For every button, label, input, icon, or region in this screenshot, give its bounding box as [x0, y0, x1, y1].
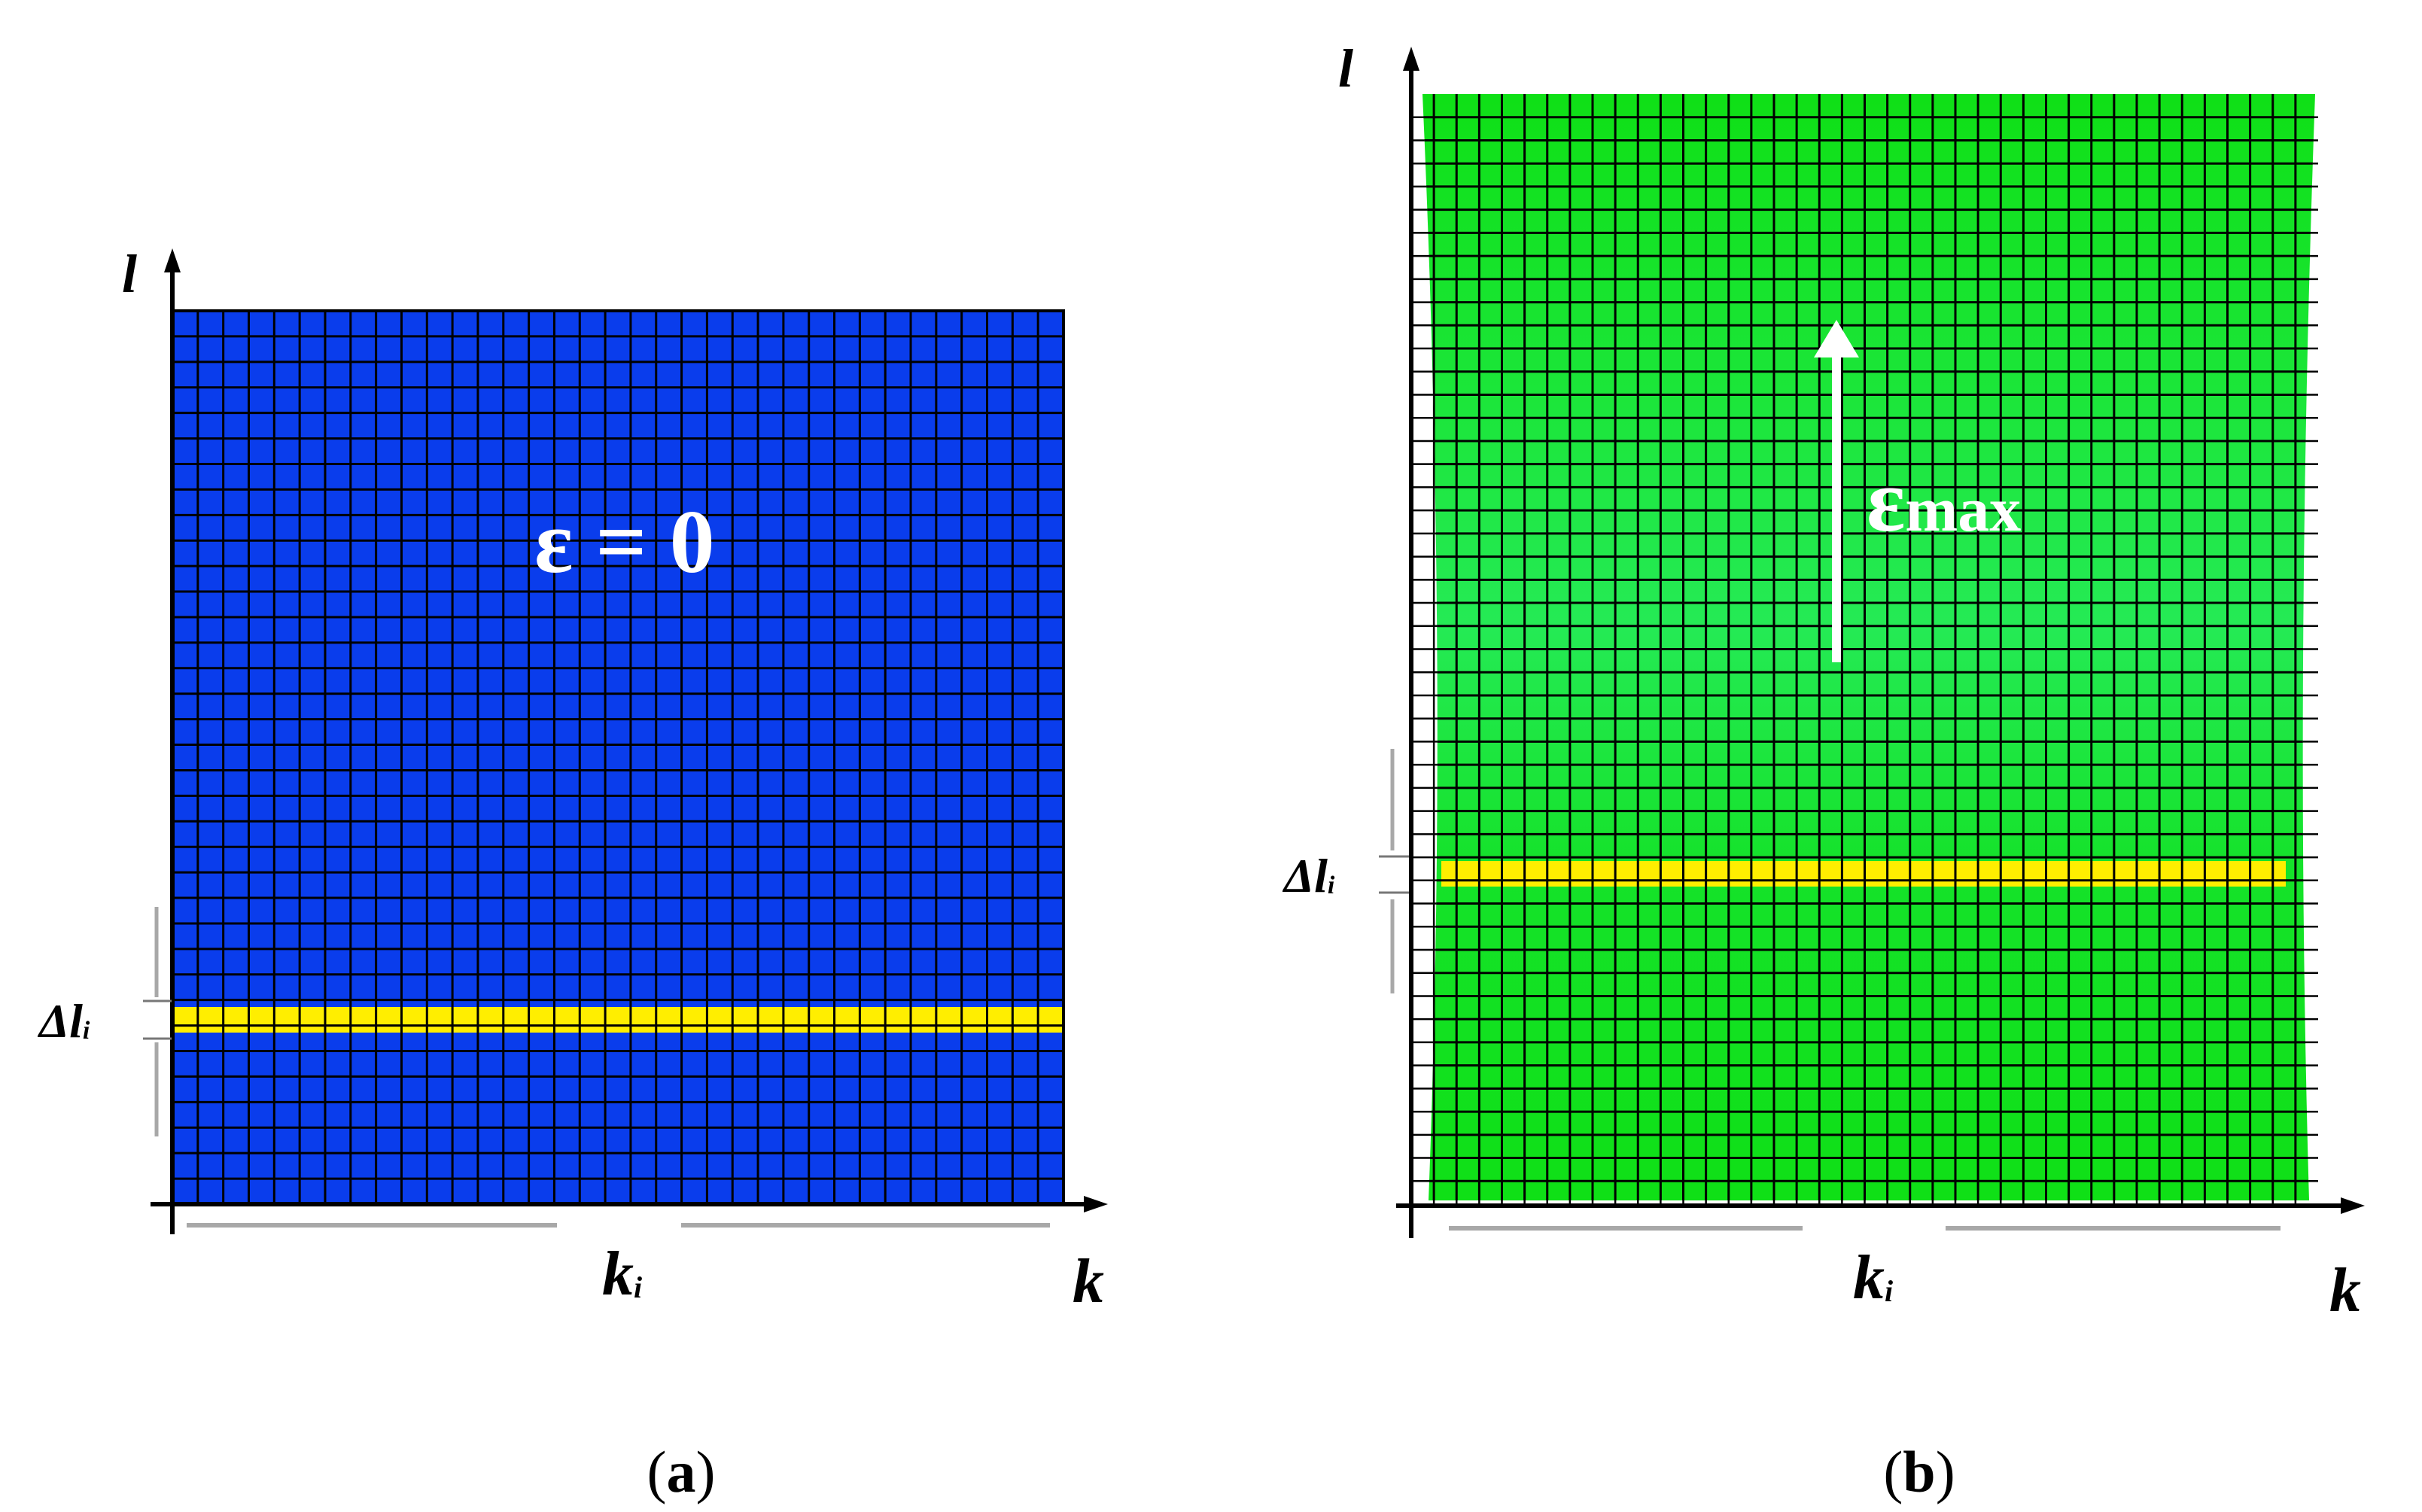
panel-b-y-bracket-label: Δli	[1282, 849, 1335, 902]
panel-b-y-axis-label: l	[1338, 38, 1353, 99]
panel-a-y-axis-label: l	[122, 244, 137, 304]
panel-a-caption: (a)	[647, 1439, 716, 1504]
panel-a-y-bracket-label: Δli	[37, 994, 90, 1048]
panel-b: εmax l k ki Δli (b)	[1282, 38, 2365, 1504]
panel-a-strain-label: ε = 0	[534, 491, 715, 592]
panel-b-strain-arrowhead	[1814, 320, 1859, 357]
panel-a-x-bracket-label: ki	[602, 1239, 642, 1309]
panel-a-grid	[172, 311, 1063, 1204]
panel-b-x-axis-label: k	[2329, 1255, 2361, 1325]
panel-a: l k ki Δli ε = 0 (a)	[37, 244, 1108, 1504]
panel-a-x-axis-label: k	[1073, 1246, 1104, 1316]
panel-a-y-arrowhead	[164, 248, 181, 272]
panel-b-x-arrowhead	[2341, 1197, 2365, 1214]
panel-b-strain-label: εmax	[1867, 450, 2021, 550]
panel-b-caption: (b)	[1883, 1439, 1955, 1504]
panel-b-grid	[1422, 94, 2315, 1200]
panel-a-specimen	[172, 311, 1063, 1204]
panel-a-highlight-stripe	[172, 1007, 1063, 1033]
panel-a-x-arrowhead	[1084, 1196, 1108, 1212]
panel-b-y-arrowhead	[1403, 47, 1419, 71]
panel-b-x-bracket-label: ki	[1853, 1243, 1893, 1313]
